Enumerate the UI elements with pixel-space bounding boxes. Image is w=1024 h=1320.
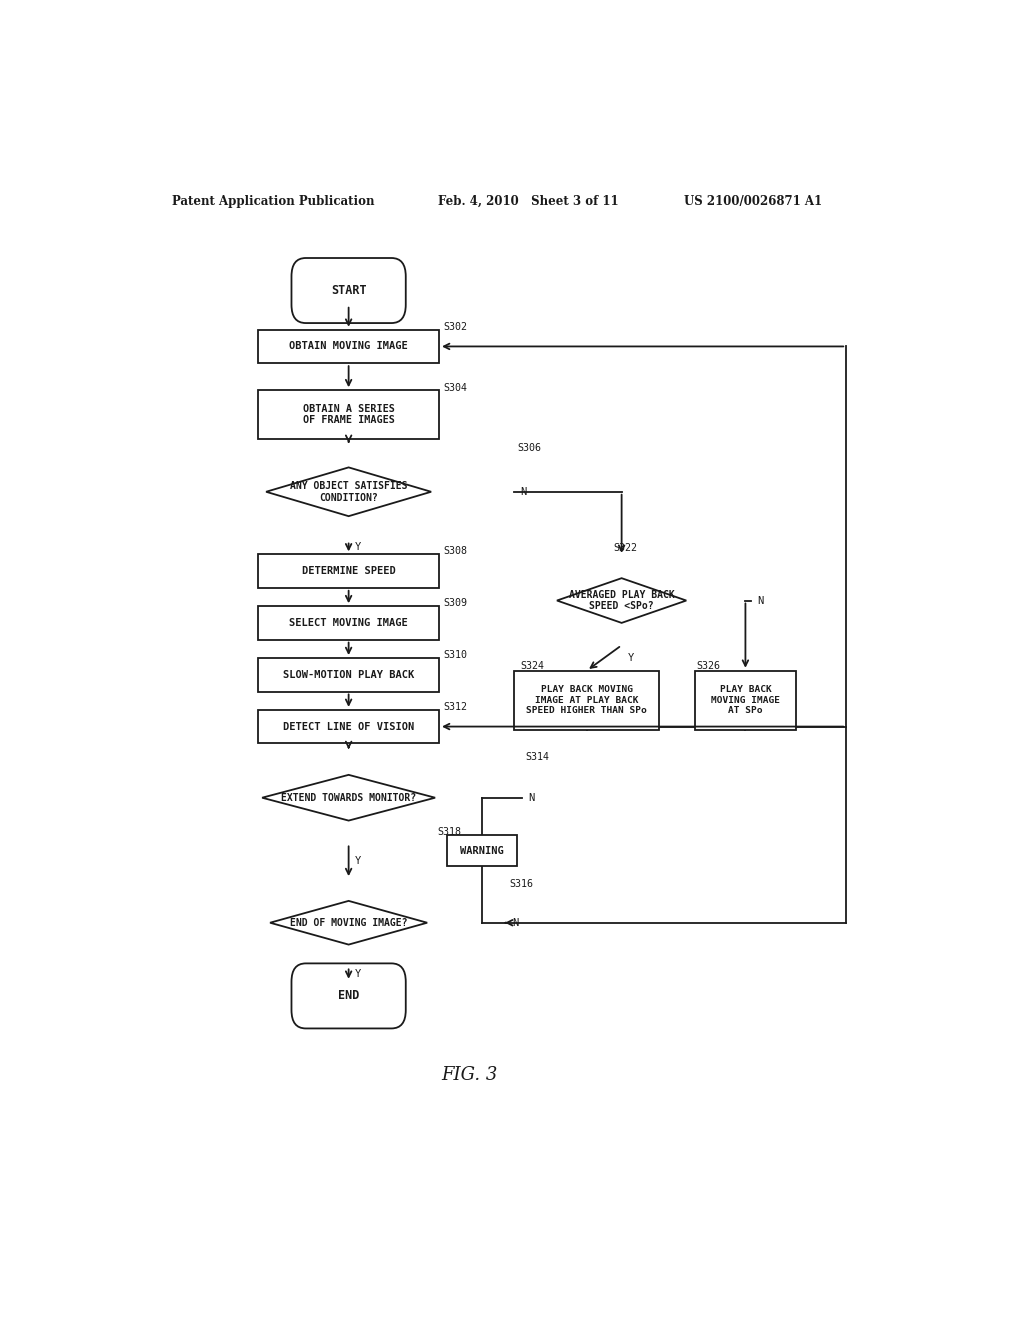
Polygon shape [266,467,431,516]
Text: S308: S308 [443,546,467,556]
Text: S318: S318 [437,828,462,837]
Bar [514,671,659,730]
Text: SELECT MOVING IMAGE: SELECT MOVING IMAGE [289,618,408,628]
Polygon shape [557,578,686,623]
Text: Y: Y [355,543,361,553]
Text: EXTEND TOWARDS MONITOR?: EXTEND TOWARDS MONITOR? [281,793,416,803]
Text: N: N [528,793,535,803]
Text: S309: S309 [443,598,467,609]
Bar [258,710,439,743]
Text: OBTAIN MOVING IMAGE: OBTAIN MOVING IMAGE [289,342,408,351]
Text: ANY OBJECT SATISFIES
CONDITION?: ANY OBJECT SATISFIES CONDITION? [290,480,408,503]
Text: S306: S306 [518,444,542,453]
Text: N: N [512,917,518,928]
Bar [258,330,439,363]
Text: START: START [331,284,367,297]
Text: PLAY BACK MOVING
IMAGE AT PLAY BACK
SPEED HIGHER THAN SPo: PLAY BACK MOVING IMAGE AT PLAY BACK SPEE… [526,685,647,715]
Text: Y: Y [355,857,361,866]
Bar [258,391,439,440]
Text: Feb. 4, 2010   Sheet 3 of 11: Feb. 4, 2010 Sheet 3 of 11 [437,194,618,207]
Text: DETECT LINE OF VISION: DETECT LINE OF VISION [283,722,415,731]
Bar [694,671,797,730]
FancyBboxPatch shape [292,257,406,323]
Text: S322: S322 [613,543,638,553]
Text: S324: S324 [520,661,545,671]
Bar [258,554,439,587]
Text: Patent Application Publication: Patent Application Publication [172,194,374,207]
Text: FIG. 3: FIG. 3 [441,1067,498,1084]
Text: END OF MOVING IMAGE?: END OF MOVING IMAGE? [290,917,408,928]
Text: S312: S312 [443,702,467,711]
FancyBboxPatch shape [292,964,406,1028]
Text: SLOW-MOTION PLAY BACK: SLOW-MOTION PLAY BACK [283,669,415,680]
Text: S302: S302 [443,322,467,331]
Text: S314: S314 [525,752,550,762]
Bar [258,657,439,692]
Text: S326: S326 [696,661,720,671]
Text: END: END [338,990,359,1002]
Text: S304: S304 [443,383,467,393]
Text: OBTAIN A SERIES
OF FRAME IMAGES: OBTAIN A SERIES OF FRAME IMAGES [303,404,394,425]
Text: N: N [758,595,764,606]
Text: WARNING: WARNING [460,846,504,855]
Text: N: N [520,487,526,496]
Bar [447,836,517,866]
Text: US 2100/0026871 A1: US 2100/0026871 A1 [684,194,821,207]
Text: AVERAGED PLAY BACK
SPEED <SPo?: AVERAGED PLAY BACK SPEED <SPo? [568,590,675,611]
Polygon shape [270,900,427,945]
Polygon shape [262,775,435,821]
Text: DETERMINE SPEED: DETERMINE SPEED [302,566,395,576]
Text: S316: S316 [510,879,534,890]
Text: S310: S310 [443,649,467,660]
Bar [258,606,439,640]
Text: Y: Y [628,653,634,663]
Text: Y: Y [355,969,361,979]
Text: PLAY BACK
MOVING IMAGE
AT SPo: PLAY BACK MOVING IMAGE AT SPo [711,685,780,715]
